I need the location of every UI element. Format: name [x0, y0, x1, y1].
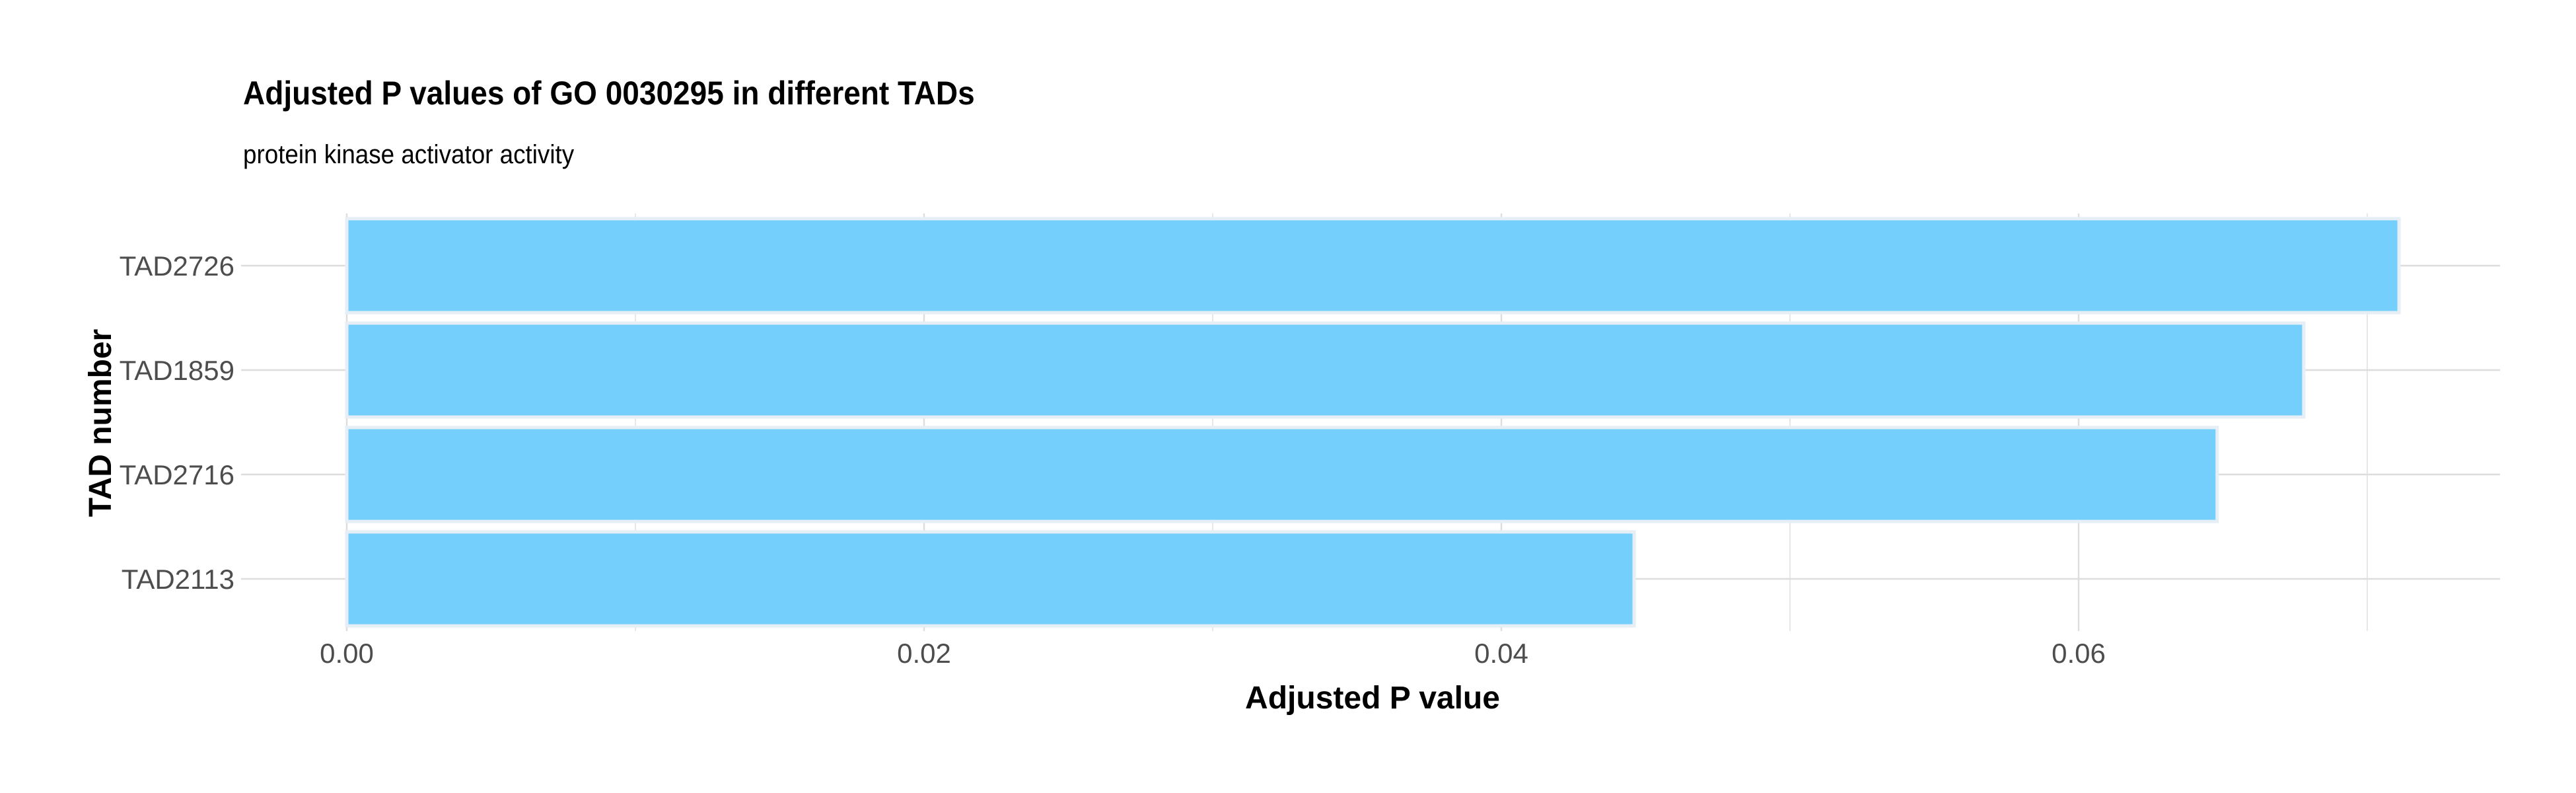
x-tick-label: 0.00: [320, 638, 374, 669]
x-tick-label: 0.02: [897, 638, 951, 669]
y-tick-label: TAD2113: [122, 564, 234, 595]
bar: [345, 217, 2401, 315]
y-tick-labels: TAD2726 TAD1859 TAD2716 TAD2113: [120, 250, 234, 595]
bar: [345, 426, 2219, 523]
y-tick-label: TAD1859: [120, 355, 234, 386]
bar: [345, 530, 1636, 628]
x-axis-title: Adjusted P value: [1245, 681, 1500, 716]
chart-subtitle: protein kinase activator activity: [243, 140, 575, 169]
x-tick-label: 0.06: [2052, 638, 2106, 669]
y-tick-label: TAD2716: [120, 459, 234, 490]
bar: [345, 321, 2306, 419]
chart-title: Adjusted P values of GO 0030295 in diffe…: [243, 75, 975, 112]
x-tick-label: 0.04: [1474, 638, 1528, 669]
y-tick-label: TAD2726: [120, 250, 234, 282]
bars: [345, 217, 2401, 628]
x-tick-labels: 0.00 0.02 0.04 0.06: [320, 638, 2106, 669]
y-axis-title: TAD number: [83, 329, 118, 517]
